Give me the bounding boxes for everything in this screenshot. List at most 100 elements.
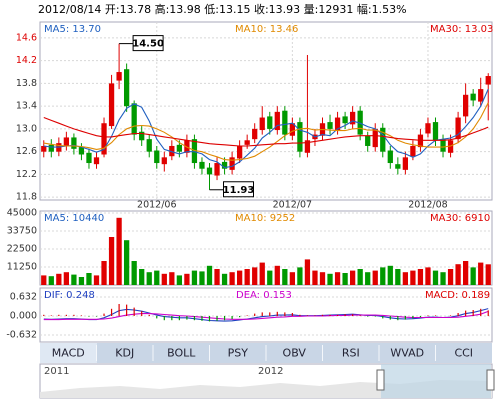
tab[interactable]: KDJ bbox=[115, 347, 134, 360]
navigator-handle[interactable] bbox=[486, 369, 495, 391]
volume-bar bbox=[395, 269, 401, 285]
annotation-box bbox=[132, 35, 164, 52]
candle-body bbox=[289, 123, 296, 136]
x-tick-label: 2012/08 bbox=[408, 200, 447, 211]
volume-bar bbox=[108, 237, 115, 285]
candle-body bbox=[93, 157, 100, 165]
tab[interactable]: PSY bbox=[228, 347, 249, 360]
candle-body bbox=[63, 137, 70, 146]
y-tick-label: 0.000 bbox=[10, 311, 37, 322]
candle-body bbox=[146, 139, 152, 152]
volume-bar bbox=[357, 269, 363, 285]
candle-body bbox=[402, 157, 409, 170]
volume-bar bbox=[334, 272, 341, 285]
legend-entry: DEA: 0.153 bbox=[236, 290, 292, 301]
volume-bar bbox=[229, 272, 235, 285]
volume-bar bbox=[478, 262, 484, 285]
volume-bar bbox=[259, 262, 265, 285]
volume-bar bbox=[297, 267, 303, 285]
volume-bar bbox=[154, 270, 160, 285]
volume-bar bbox=[169, 272, 175, 285]
volume-bar bbox=[131, 261, 137, 285]
volume-bar bbox=[123, 240, 130, 285]
low-label: 11.93 bbox=[223, 185, 255, 196]
legend-entry: MA30: 13.03 bbox=[430, 24, 493, 35]
volume-bar bbox=[365, 272, 371, 285]
volume-bar bbox=[470, 267, 476, 285]
legend-entry: MA30: 6910 bbox=[430, 213, 490, 224]
navigator-label: 2011 bbox=[44, 366, 69, 377]
candle-body bbox=[116, 72, 122, 81]
volume-bar bbox=[184, 273, 190, 285]
volume-bar bbox=[244, 269, 250, 285]
candle-body bbox=[417, 134, 424, 148]
volume-bar bbox=[417, 269, 424, 285]
candle-body bbox=[342, 116, 348, 124]
candle-body bbox=[282, 110, 288, 135]
tab[interactable]: OBV bbox=[283, 347, 307, 360]
volume-bar bbox=[289, 272, 296, 285]
volume-bar bbox=[380, 267, 386, 285]
y-tick-label: 14.6 bbox=[16, 32, 37, 43]
candle-body bbox=[199, 161, 205, 169]
navigator-label: 2012 bbox=[258, 366, 283, 377]
tab[interactable]: MACD bbox=[52, 347, 85, 360]
candle-body bbox=[154, 150, 160, 164]
candle-body bbox=[395, 164, 401, 169]
active-tab bbox=[40, 343, 97, 363]
candle-body bbox=[372, 128, 378, 148]
candle-body bbox=[131, 103, 137, 135]
y-tick-label: 12.6 bbox=[16, 146, 37, 157]
volume-bar bbox=[56, 273, 62, 285]
volume-bar bbox=[304, 259, 311, 285]
candle-body bbox=[425, 123, 431, 134]
candle-body bbox=[48, 144, 54, 152]
candle-body bbox=[267, 116, 273, 129]
volume-bar bbox=[252, 267, 258, 285]
candle-body bbox=[462, 94, 469, 117]
candle-body bbox=[327, 122, 333, 129]
tab[interactable]: WVAD bbox=[390, 347, 424, 360]
tab[interactable]: CCI bbox=[454, 347, 473, 360]
legend-entry: MA5: 10440 bbox=[44, 213, 104, 224]
x-tick-label: 2012/06 bbox=[137, 200, 176, 211]
y-tick-label: 22500 bbox=[7, 244, 37, 255]
candle-body bbox=[71, 137, 77, 149]
candle-body bbox=[455, 117, 461, 140]
y-tick-label: 11.8 bbox=[16, 192, 37, 203]
volume-bar bbox=[410, 270, 416, 285]
candle-body bbox=[229, 157, 235, 170]
volume-bar bbox=[432, 270, 439, 285]
candle-body bbox=[387, 150, 393, 164]
volume-bar bbox=[267, 270, 273, 285]
volume-bar bbox=[139, 269, 145, 285]
candle-body bbox=[432, 122, 439, 141]
volume-bar bbox=[71, 274, 77, 285]
tab[interactable]: BOLL bbox=[167, 347, 196, 360]
volume-bar bbox=[387, 265, 393, 285]
candle-body bbox=[221, 161, 228, 169]
volume-bar bbox=[282, 269, 288, 285]
navigator-handle[interactable] bbox=[376, 369, 385, 391]
candle-body bbox=[349, 111, 356, 125]
navigator-window[interactable] bbox=[381, 364, 491, 398]
legend-entry: MA10: 9252 bbox=[235, 213, 295, 224]
y-tick-label: 13.4 bbox=[16, 101, 37, 112]
volume-bar bbox=[63, 272, 70, 285]
y-tick-label: 11250 bbox=[7, 262, 37, 273]
volume-bar bbox=[191, 270, 198, 285]
tab[interactable]: RSI bbox=[342, 347, 360, 360]
volume-bar bbox=[93, 275, 100, 285]
volume-bar bbox=[312, 270, 318, 285]
y-tick-label: 14.2 bbox=[16, 55, 37, 66]
volume-bar bbox=[327, 273, 333, 285]
candle-body bbox=[297, 122, 303, 152]
volume-bar bbox=[440, 272, 446, 285]
y-tick-label: 33750 bbox=[7, 226, 37, 237]
header: 2012/08/14 开:13.78 高:13.98 低:13.15 收:13.… bbox=[38, 2, 407, 16]
candle-body bbox=[214, 163, 220, 176]
high-label: 14.50 bbox=[132, 39, 164, 50]
ma-line bbox=[43, 116, 489, 147]
volume-bar bbox=[485, 264, 491, 285]
